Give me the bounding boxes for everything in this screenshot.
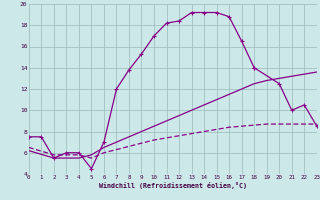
X-axis label: Windchill (Refroidissement éolien,°C): Windchill (Refroidissement éolien,°C) (99, 182, 247, 189)
